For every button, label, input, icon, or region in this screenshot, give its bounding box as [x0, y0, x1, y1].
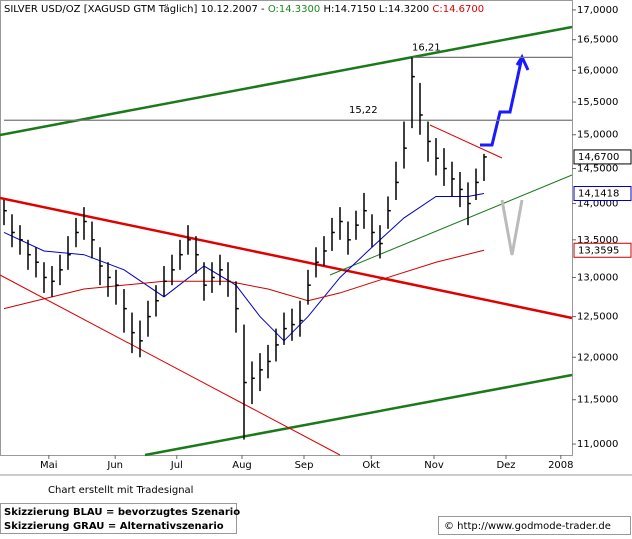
credit: Chart erstellt mit Tradesignal [48, 485, 193, 496]
legend-blue: Skizzierung BLAU = bevorzugtes Szenario [4, 507, 240, 518]
y-tick-label: 12,0000 [577, 352, 618, 363]
url: © http://www.godmode-trader.de [444, 521, 611, 532]
legend-box [0, 503, 237, 534]
y-tick-label: 13,0000 [577, 272, 618, 283]
url-box [438, 516, 631, 535]
y-tick-label: 15,0000 [577, 130, 618, 141]
scenario-gray [500, 199, 524, 256]
price-box [573, 242, 632, 258]
y-tick-label: 15,5000 [577, 97, 618, 108]
price-box-label: 13,3595 [578, 245, 619, 256]
x-tick-label: Okt [362, 460, 380, 471]
trendline [0, 274, 341, 456]
trendline [429, 124, 503, 159]
quote-close: C:14.6700 [432, 4, 484, 15]
moving-average [3, 193, 485, 342]
y-tick-label: 13,5000 [577, 235, 618, 246]
x-tick-label: Sep [295, 460, 314, 471]
y-tick-label: 16,0000 [577, 65, 618, 76]
y-tick-label: 14,5000 [577, 164, 618, 175]
y-tick-label: 11,0000 [577, 439, 618, 450]
quote-open: O:14.3300 [268, 4, 320, 15]
y-tick-label: 17,0000 [577, 5, 618, 16]
trendline [329, 174, 573, 276]
trendline [144, 373, 573, 457]
chart-title: SILVER USD/OZ [XAGUSD GTM Täglich] 10.12… [4, 4, 265, 15]
quote-high-low: H:14.7150 L:14.3200 [323, 4, 429, 15]
plot-layer: 16,21 15,22 [3, 42, 572, 440]
y-tick-label: 16,5000 [577, 35, 618, 46]
x-tick-label: 2008 [548, 460, 573, 471]
level-label: 16,21 [412, 42, 441, 53]
price-box-label: 14,6700 [578, 152, 619, 163]
price-box [573, 149, 632, 165]
moving-average [3, 249, 485, 310]
y-tick-label: 12,5000 [577, 312, 618, 323]
header: SILVER USD/OZ [XAGUSD GTM Täglich] 10.12… [4, 4, 484, 15]
trendline [0, 196, 573, 320]
x-tick-label: Nov [424, 460, 444, 471]
y-tick-label: 11,5000 [577, 395, 618, 406]
level-label: 15,22 [349, 105, 378, 116]
legend-gray: Skizzierung GRAU = Alternativszenario [4, 521, 224, 532]
y-tick-label: 14,0000 [577, 199, 618, 210]
price-box-label: 14,1418 [578, 189, 619, 200]
x-tick-label: Dez [496, 460, 515, 471]
x-tick-label: Mai [40, 460, 58, 471]
x-tick-label: Jul [170, 460, 183, 471]
trendline [0, 25, 573, 137]
price-box [573, 186, 632, 202]
x-tick-label: Jun [106, 460, 123, 471]
x-tick-label: Aug [232, 460, 252, 471]
scenario-blue [480, 56, 524, 147]
plot-frame [0, 0, 573, 456]
